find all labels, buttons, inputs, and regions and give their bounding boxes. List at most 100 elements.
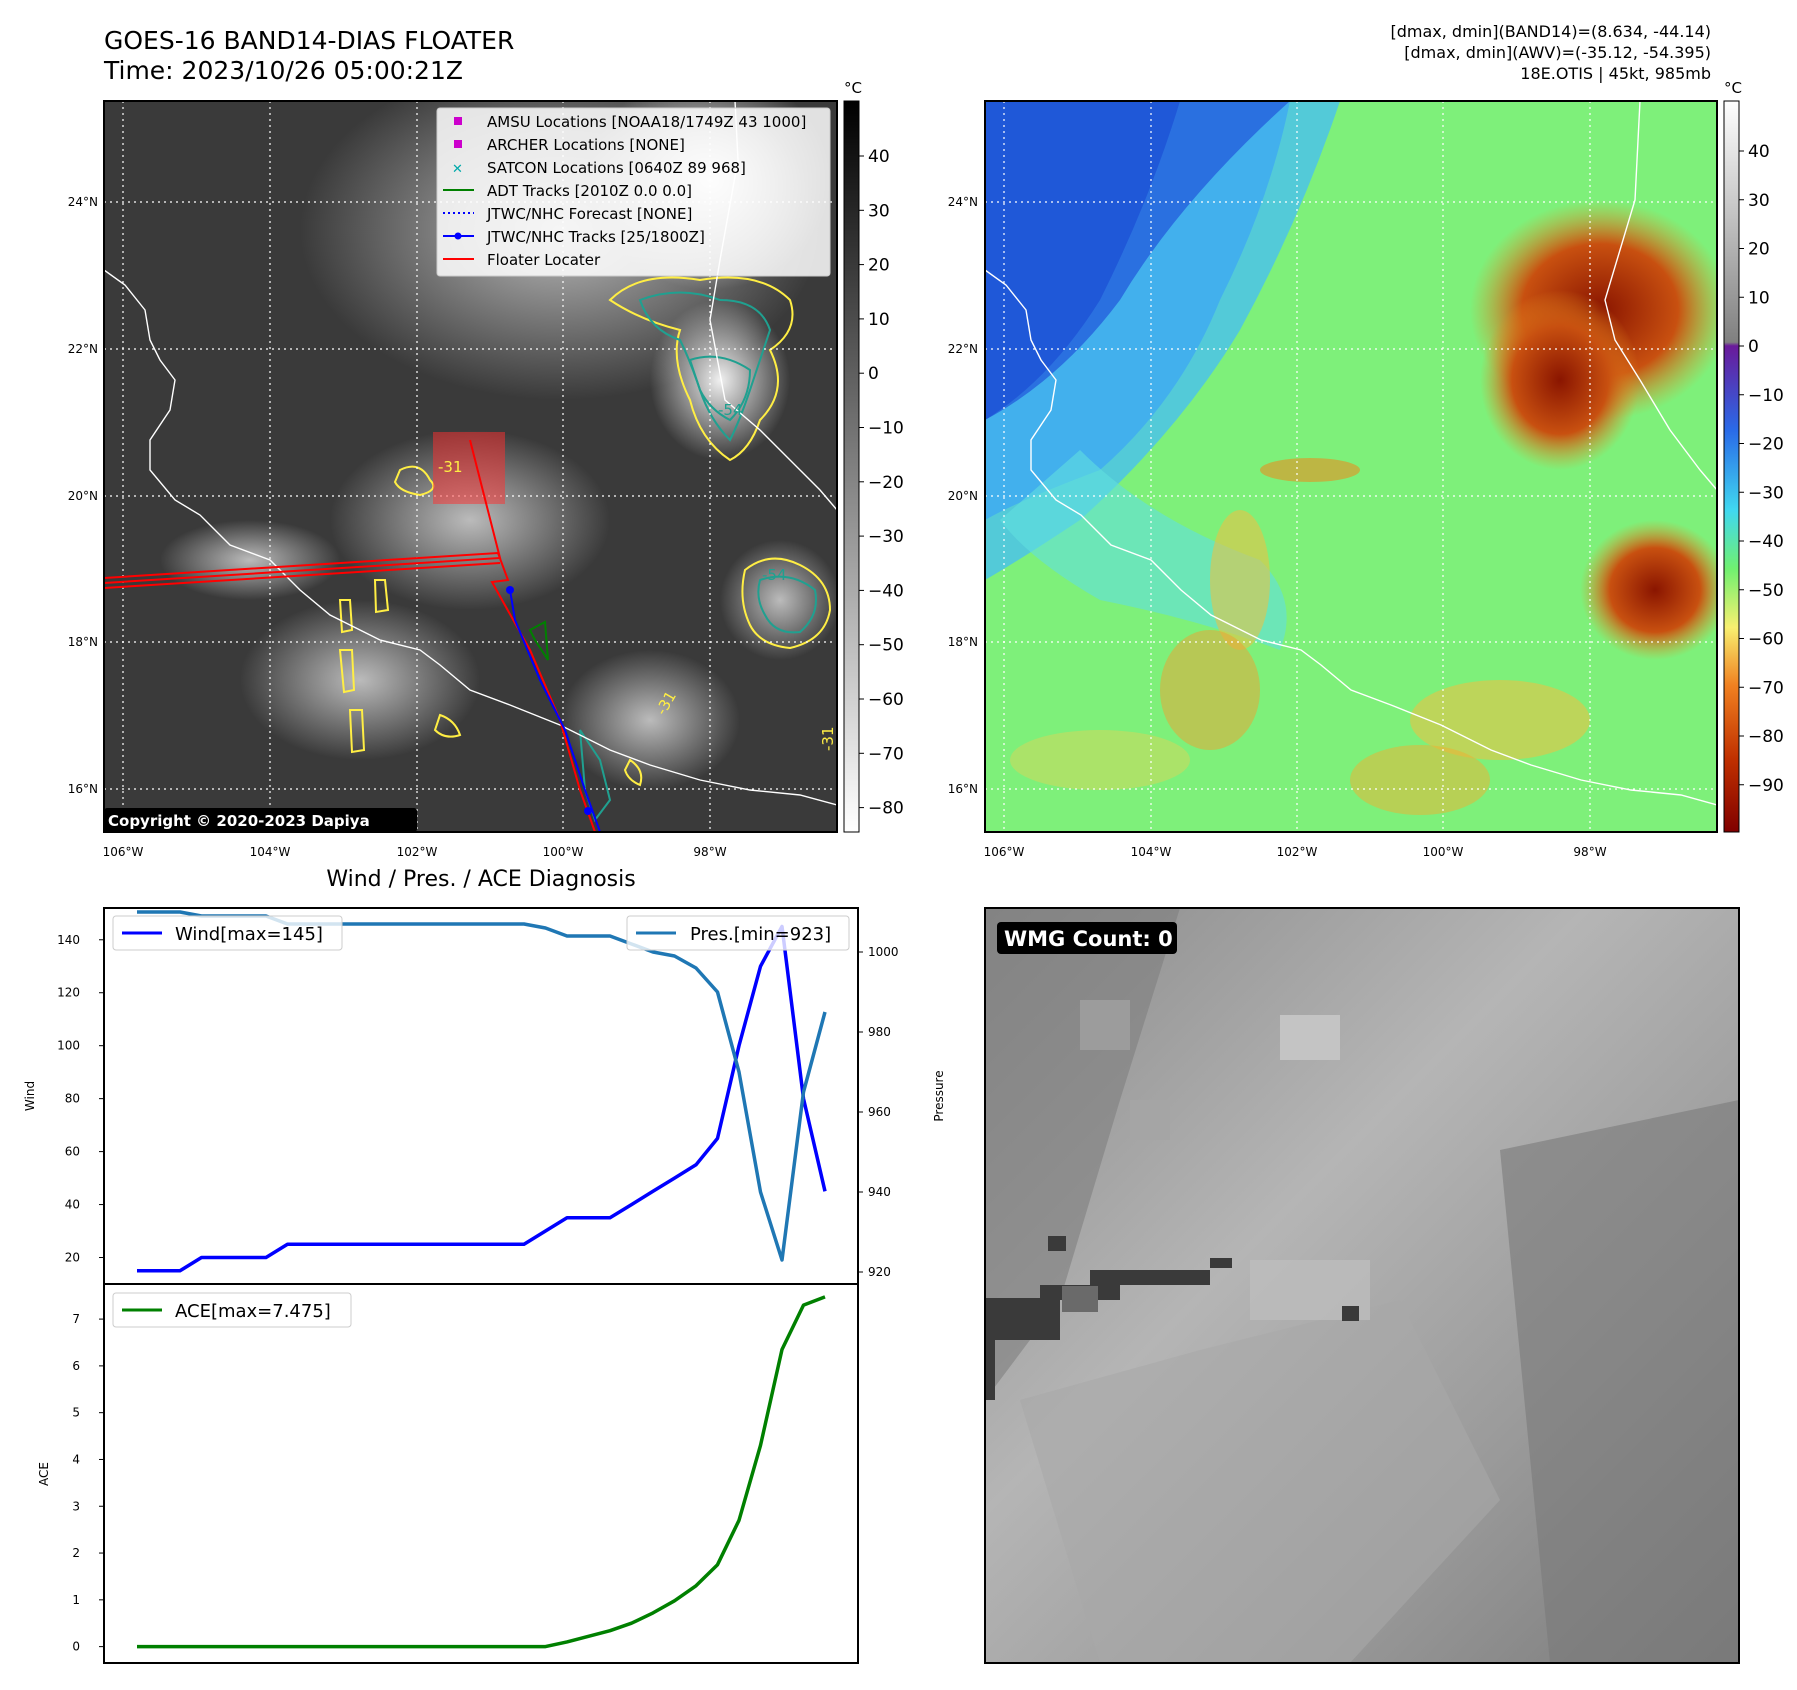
contour-label-1: -31 [438, 458, 463, 476]
ir-colorbar-tick-label: −50 [868, 636, 904, 656]
wind-tick-label: 20 [65, 1251, 80, 1265]
wind-tick-label: 80 [65, 1092, 80, 1106]
awv-colorbar-tick-label: −40 [1748, 532, 1784, 552]
ir-lon-tick: 106°W [103, 845, 144, 859]
pressure-tick-label: 1000 [868, 945, 899, 959]
amsu-marker-icon [454, 117, 462, 125]
pressure-ylabel: Pressure [932, 1070, 946, 1121]
floater-box [433, 432, 505, 504]
wind-tick-label: 40 [65, 1198, 80, 1212]
awv-colorbar-tick-label: 0 [1748, 337, 1759, 357]
satcon-marker-icon: ✕ [452, 162, 463, 177]
wmg-dark-region [985, 1258, 1232, 1340]
awv-colorbar-tick-label: −80 [1748, 727, 1784, 747]
awv-axis-labels: 24°N 22°N 20°N 18°N 16°N 106°W 104°W 102… [948, 195, 1607, 859]
legend-tracks: JTWC/NHC Tracks [25/1800Z] [486, 228, 705, 246]
ir-axis-labels: 24°N 22°N 20°N 18°N 16°N 106°W 104°W 102… [68, 195, 727, 859]
wind-legend: Wind[max=145] [112, 915, 343, 951]
stat-awv: [dmax, dmin](AWV)=(-35.12, -54.395) [1404, 43, 1711, 62]
awv-panel-frame [984, 100, 1718, 833]
awv-colorbar-tick-label: 10 [1748, 288, 1770, 308]
ir-colorbar-tick-label: −40 [868, 581, 904, 601]
ace-tick-label: 2 [72, 1546, 80, 1560]
legend-forecast: JTWC/NHC Forecast [NONE] [486, 205, 692, 223]
pressure-tick-label: 980 [868, 1025, 891, 1039]
awv-gridlines [985, 101, 1717, 832]
awv-lon-tick: 102°W [1277, 845, 1318, 859]
adt-track [528, 620, 549, 661]
ir-lon-tick: 102°W [397, 845, 438, 859]
awv-lon-tick: 100°W [1423, 845, 1464, 859]
awv-colorbar-unit: °C [1724, 79, 1742, 97]
awv-lon-tick: 104°W [1131, 845, 1172, 859]
awv-colorbar-tick-label: −60 [1748, 630, 1784, 650]
ir-colorbar-tick-label: 10 [868, 310, 890, 330]
awv-lat-tick: 22°N [948, 342, 978, 356]
awv-lat-tick: 18°N [948, 635, 978, 649]
copyright: Copyright © 2020-2023 Dapiya [108, 812, 370, 830]
ir-colorbar-tick-label: −70 [868, 744, 904, 764]
legend-floater: Floater Locater [487, 251, 601, 269]
wind-tick-label: 120 [57, 986, 80, 1000]
awv-colorbar-tick-label: −30 [1748, 483, 1784, 503]
stat-band14: [dmax, dmin](BAND14)=(8.634, -44.14) [1390, 22, 1712, 41]
ace-ylabel: ACE [37, 1462, 51, 1486]
awv-colorbar-tick-label: −50 [1748, 581, 1784, 601]
ir-colorbar-tick-label: −30 [868, 527, 904, 547]
contour-label-2: -54 [718, 401, 743, 419]
archer-marker-icon [454, 140, 462, 148]
ace-tick-label: 4 [72, 1452, 80, 1466]
wmg-panel: WMG Count: 0 [984, 907, 1740, 1664]
ace-legend-label: ACE[max=7.475] [175, 1301, 331, 1322]
ir-lon-tick: 104°W [250, 845, 291, 859]
ace-tick-label: 0 [72, 1640, 80, 1654]
wind-legend-label: Wind[max=145] [175, 924, 323, 945]
pressure-tick-label: 960 [868, 1105, 891, 1119]
diag-title: Wind / Pres. / ACE Diagnosis [326, 867, 635, 892]
contour-label-3: -54 [762, 566, 787, 584]
ir-colorbar-tick-label: −80 [868, 799, 904, 819]
awv-colorbar-tick-label: −70 [1748, 678, 1784, 698]
ace-tick-label: 1 [72, 1593, 80, 1607]
map-legend: AMSU Locations [NOAA18/1749Z 43 1000] AR… [436, 107, 831, 277]
legend-adt: ADT Tracks [2010Z 0.0 0.0] [487, 182, 692, 200]
wind-series-line [137, 924, 827, 1273]
ir-colorbar-tick-label: 40 [868, 147, 890, 167]
storm-info: 18E.OTIS | 45kt, 985mb [1520, 64, 1711, 83]
wind-tick-label: 60 [65, 1145, 80, 1159]
pressure-tick-label: 920 [868, 1265, 891, 1279]
ace-series-line [137, 1295, 826, 1649]
ace-legend: ACE[max=7.475] [112, 1292, 352, 1328]
pressure-legend: Pres.[min=923] [626, 915, 850, 951]
ir-lat-tick: 18°N [68, 635, 98, 649]
figure-time: Time: 2023/10/26 05:00:21Z [104, 56, 463, 85]
ir-lat-tick: 20°N [68, 489, 98, 503]
awv-panel [984, 100, 1718, 833]
ace-tick-label: 6 [72, 1359, 80, 1373]
awv-colorbar: °C 40 30 20 10 0 −10 −20 −30 −40 −50 −60 −70 −80 −90 [1723, 79, 1784, 833]
copyright-box [104, 808, 417, 832]
awv-colorbar-tick-label: −90 [1748, 776, 1784, 796]
ir-panel-frame [103, 100, 838, 833]
awv-lon-tick: 106°W [984, 845, 1025, 859]
ir-colorbar-tick-label: −60 [868, 690, 904, 710]
ir-lat-tick: 22°N [68, 342, 98, 356]
wind-ylabel: Wind [23, 1081, 37, 1111]
ir-colorbar-tick-label: −10 [868, 419, 904, 439]
ir-colorbar-tick-label: 0 [868, 364, 879, 384]
ir-lon-tick: 100°W [543, 845, 584, 859]
ir-lat-tick: 24°N [68, 195, 98, 209]
ace-tick-label: 7 [72, 1312, 80, 1326]
ir-colorbar: °C 40 30 20 10 0 −10 −20 −30 −40 −50 −60 −70 −80 [843, 79, 904, 833]
contour-label-5: -31 [819, 727, 837, 752]
ir-colorbar-tick-label: 30 [868, 201, 890, 221]
awv-coastline [985, 101, 1717, 806]
jtwc-track [506, 586, 601, 832]
pressure-legend-label: Pres.[min=923] [690, 924, 831, 945]
ir-colorbar-tick-label: −20 [868, 473, 904, 493]
wind-tick-label: 100 [57, 1039, 80, 1053]
wmg-count-box [997, 922, 1177, 954]
ir-lon-tick: 98°W [693, 845, 726, 859]
